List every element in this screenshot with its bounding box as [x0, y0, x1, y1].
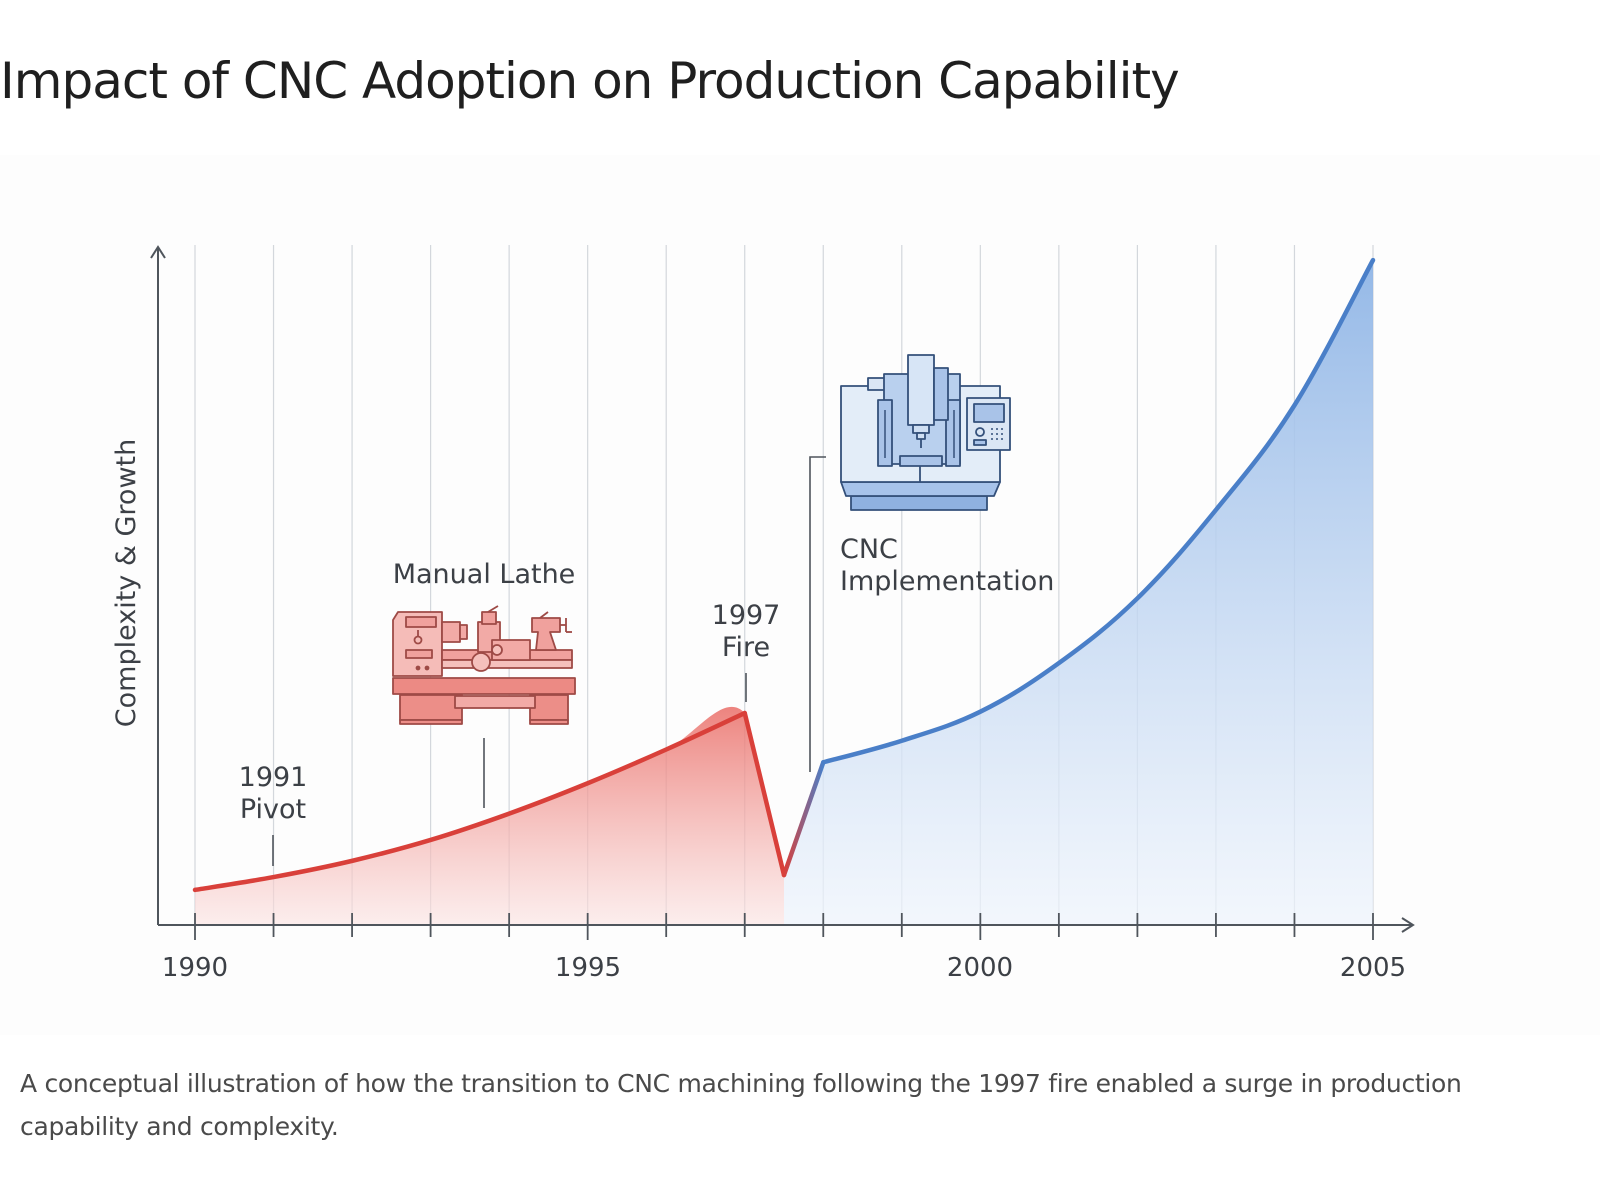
cnc-machine-icon — [840, 354, 1011, 511]
annotation-fire-year: 1997 — [712, 600, 781, 631]
annotation-pivot-text: Pivot — [240, 794, 306, 825]
line-cnc-era — [821, 257, 1376, 765]
series-lines — [192, 257, 1376, 893]
x-tick-label: 2005 — [1340, 953, 1406, 983]
annotation-fire: 1997 Fire — [712, 600, 781, 702]
annotation-cnc-text-line2: Implementation — [840, 566, 1054, 597]
line-recovery — [781, 760, 826, 878]
annotation-cnc-text-line1: CNC — [840, 534, 898, 565]
manual-lathe-icon — [392, 605, 576, 725]
annotation-lathe-text: Manual Lathe — [393, 559, 576, 590]
x-tick-label: 2000 — [947, 953, 1013, 983]
line-manual-era — [192, 710, 747, 893]
y-axis-arrow-icon — [150, 245, 166, 259]
figure-caption: A conceptual illustration of how the tra… — [20, 1069, 1462, 1141]
y-axis-title: Complexity & Growth — [111, 439, 142, 727]
x-tick-label: 1990 — [162, 953, 228, 983]
line-fire-drop — [742, 710, 787, 878]
axes — [150, 245, 1415, 933]
page-title: Impact of CNC Adoption on Production Cap… — [0, 52, 1180, 110]
annotation-cnc: CNC Implementation — [809, 354, 1054, 772]
annotation-cnc-leader — [809, 456, 826, 772]
x-tick-label: 1995 — [555, 953, 621, 983]
x-ticks — [194, 913, 1374, 940]
annotation-fire-text: Fire — [722, 632, 770, 663]
area-fills — [195, 260, 1373, 925]
x-axis-arrow-icon — [1401, 917, 1415, 933]
annotation-pivot-year: 1991 — [239, 762, 308, 793]
area-manual-era — [195, 706, 784, 925]
area-cnc-era — [784, 260, 1373, 925]
annotation-pivot: 1991 Pivot — [239, 762, 308, 866]
x-tick-labels: 1990 1995 2000 2005 — [162, 953, 1406, 983]
annotation-lathe: Manual Lathe — [392, 559, 576, 808]
